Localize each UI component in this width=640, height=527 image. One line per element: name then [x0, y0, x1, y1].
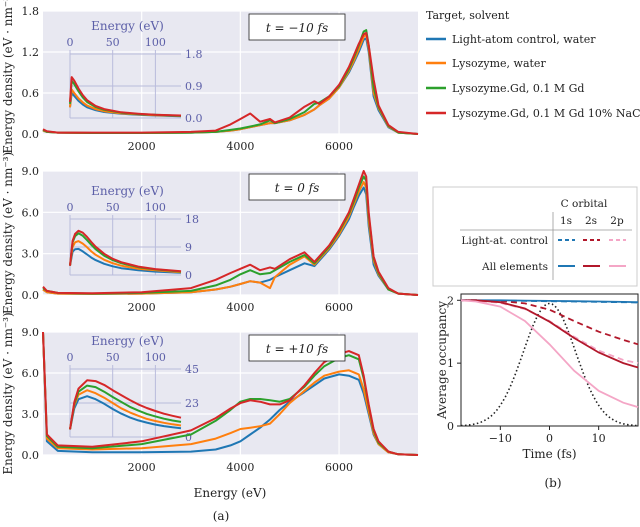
panel-a-0: 2000 4000 6000 0.0 0.6 1.2 1.8 0 50 100 0.0 0.9 1.8 E… [1, 0, 419, 154]
inset-series-line-3 [69, 76, 182, 117]
time-label: t = 0 fs [275, 181, 320, 195]
x-tick-label: 2000 [128, 461, 156, 474]
plot-area [43, 11, 418, 134]
x-tick-label-b: 0 [546, 432, 553, 445]
inset-series-line-0 [69, 395, 182, 430]
inset-x-tick-label: 50 [106, 351, 120, 364]
inset-x-axis-label: Energy (eV) [91, 184, 164, 198]
x-tick-label-b: 10 [592, 432, 606, 445]
inset-y-tick-label: 0.0 [185, 112, 203, 125]
caption-b: (b) [544, 476, 561, 490]
y-tick-label: 0.6 [22, 87, 40, 100]
caption-a: (a) [213, 509, 230, 523]
panel-a-2: 2000 4000 6000 0.0 3.0 6.0 9.0 0 50 100 0 23 45 Energ… [1, 312, 419, 475]
inset-x-axis-label: Energy (eV) [91, 334, 164, 348]
x-axis-label-b: Time (fs) [522, 447, 576, 461]
panel-a-1: 2000 4000 6000 0.0 3.0 6.0 9.0 0 50 100 0 9 18 Energy… [1, 152, 419, 314]
x-tick-label: 6000 [325, 461, 353, 474]
legend-b-row-all: All elements [481, 261, 548, 273]
y-tick-label: 0.0 [22, 449, 40, 462]
legend-b-title: C orbital [561, 198, 608, 210]
inset-series-line-2 [69, 384, 182, 430]
inset-y-tick-label: 18 [185, 213, 199, 226]
y-tick-label: 3.0 [22, 248, 40, 261]
legend-label-0: Light-atom control, water [452, 33, 596, 46]
inset-x-tick-label: 0 [67, 201, 74, 214]
series-line-3 [42, 331, 419, 456]
legend-b-col-1s: 1s [560, 215, 572, 227]
inset-y-tick-label: 9 [185, 241, 192, 254]
legend-label-3: Lysozyme.Gd, 0.1 M Gd 10% NaCl [452, 107, 640, 120]
time-label: t = −10 fs [266, 21, 328, 35]
inset-y-tick-label: 1.8 [185, 48, 203, 61]
x-tick-label-b: −10 [489, 432, 512, 445]
x-axis-label-a: Energy (eV) [194, 486, 267, 500]
plot-area-b [460, 293, 639, 427]
y-tick-label-b: 2 [447, 294, 454, 307]
y-tick-label: 1.8 [22, 5, 40, 18]
x-tick-label: 4000 [226, 140, 254, 153]
series-line-b-4 [461, 299, 639, 369]
series-line-3 [42, 170, 419, 296]
inset-x-tick-label: 100 [145, 351, 166, 364]
x-tick-label: 6000 [325, 301, 353, 314]
x-tick-label: 4000 [226, 301, 254, 314]
inset-x-tick-label: 50 [106, 36, 120, 49]
legend-a: Target, solvent Light-atom control, wate… [426, 9, 640, 120]
inset-y-tick-label: 45 [185, 363, 199, 376]
x-tick-label: 4000 [226, 461, 254, 474]
series-line-3 [42, 31, 419, 135]
legend-b-col-2s: 2s [585, 215, 597, 227]
inset-y-tick-label: 0 [185, 269, 192, 282]
y-tick-label: 6.0 [22, 206, 40, 219]
inset-y-tick-label: 0 [185, 431, 192, 444]
inset-series-line-0 [69, 247, 182, 274]
legend-label-2: Lysozyme.Gd, 0.1 M Gd [452, 82, 584, 95]
inset-series-line-1 [69, 389, 182, 430]
y-tick-label: 6.0 [22, 367, 40, 380]
inset-x-tick-label: 100 [145, 36, 166, 49]
y-axis-label: Energy density (eV · nm⁻³) [1, 152, 15, 314]
x-tick-label: 6000 [325, 140, 353, 153]
inset-x-tick-label: 0 [67, 351, 74, 364]
y-tick-label-b: 1 [447, 357, 454, 370]
y-tick-label: 1.2 [22, 46, 40, 59]
inset-y-tick-label: 23 [185, 397, 199, 410]
inset-x-tick-label: 0 [67, 36, 74, 49]
inset-series-line-1 [69, 240, 182, 274]
y-tick-label: 3.0 [22, 408, 40, 421]
series-line-b-5 [460, 299, 639, 408]
inset-y-tick-label: 0.9 [185, 80, 203, 93]
y-tick-label-b: 0 [447, 420, 454, 433]
legend-b-col-2p: 2p [610, 215, 624, 227]
legend-b-frame [432, 186, 638, 287]
legend-b: C orbital 1s 2s 2p Light-at. control All… [432, 186, 638, 287]
y-axis-label: Energy density (eV · nm⁻³) [1, 0, 15, 154]
inset-x-tick-label: 100 [145, 201, 166, 214]
inset-x-axis-label: Energy (eV) [91, 19, 164, 33]
y-tick-label: 0.0 [22, 289, 40, 302]
y-axis-label: Energy density (eV · nm⁻³) [1, 312, 15, 474]
y-tick-label: 0.0 [22, 128, 40, 141]
y-tick-label: 9.0 [22, 326, 40, 339]
y-axis-label-b: Average occupancy [435, 301, 449, 420]
legend-title: Target, solvent [426, 9, 510, 22]
inset-x-tick-label: 50 [106, 201, 120, 214]
legend-label-1: Lysozyme, water [452, 57, 546, 70]
y-tick-label: 9.0 [22, 165, 40, 178]
time-label: t = +10 fs [266, 342, 328, 356]
inset-series-line-3 [69, 379, 182, 430]
inset-series-line-3 [69, 229, 182, 273]
time-label-box [248, 13, 346, 41]
panel-b: −10 0 10 0 1 2 Time (fs) Average occupancy [435, 293, 639, 461]
x-tick-label: 2000 [128, 140, 156, 153]
legend-b-row-control: Light-at. control [461, 235, 548, 247]
time-label-box [248, 334, 346, 362]
x-tick-label: 2000 [128, 301, 156, 314]
time-label-box [248, 173, 346, 201]
